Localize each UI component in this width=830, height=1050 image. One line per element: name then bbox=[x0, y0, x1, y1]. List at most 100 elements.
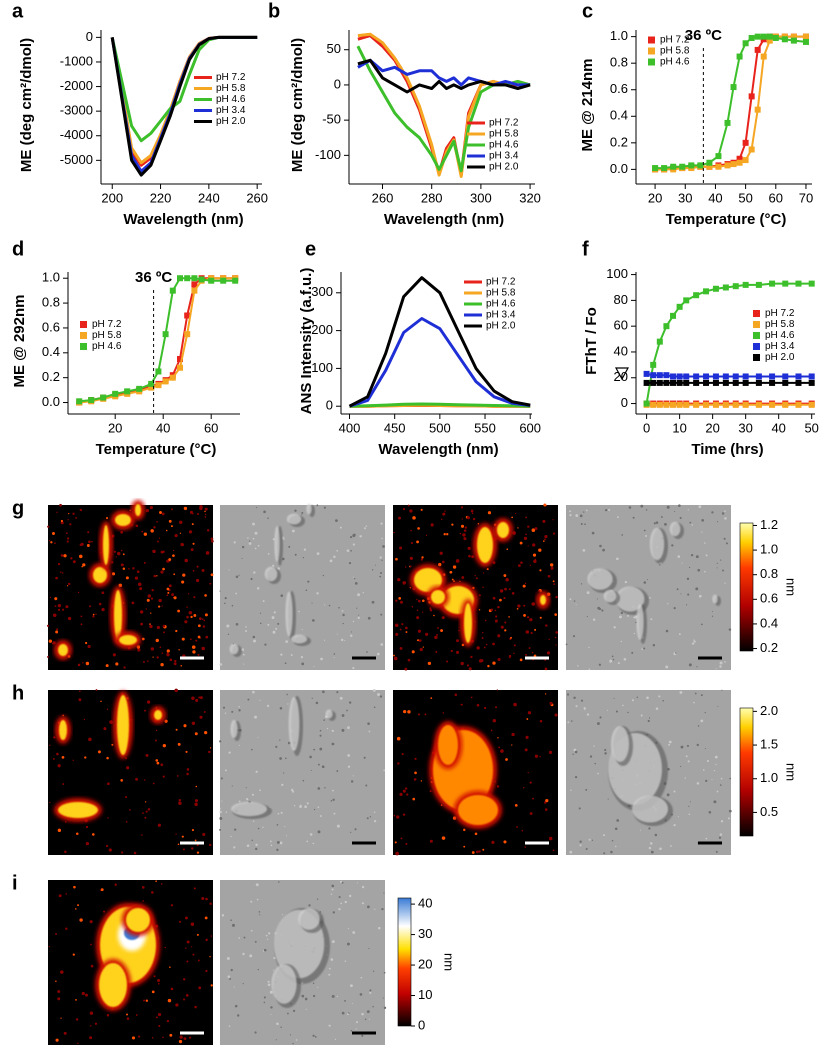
texture bbox=[279, 757, 282, 760]
texture bbox=[623, 657, 627, 661]
texture bbox=[631, 699, 634, 702]
texture bbox=[299, 805, 302, 809]
speck bbox=[174, 534, 178, 538]
speck bbox=[137, 648, 141, 652]
texture bbox=[573, 748, 577, 752]
speck bbox=[69, 523, 72, 526]
speck bbox=[193, 596, 195, 599]
speck bbox=[417, 629, 422, 633]
speck bbox=[446, 660, 449, 663]
marker bbox=[754, 33, 761, 40]
x-tick-label: 400 bbox=[339, 420, 361, 435]
texture bbox=[679, 516, 682, 520]
colorbar-tick-label: 1.0 bbox=[760, 770, 778, 785]
texture bbox=[599, 544, 602, 548]
marker bbox=[663, 401, 670, 408]
speck bbox=[196, 513, 200, 516]
feature bbox=[306, 503, 312, 515]
speck bbox=[405, 842, 408, 845]
texture bbox=[585, 847, 588, 850]
speck bbox=[137, 582, 142, 587]
speck bbox=[157, 540, 159, 543]
speck bbox=[416, 540, 419, 544]
texture bbox=[279, 739, 281, 741]
speck bbox=[454, 693, 458, 697]
speck bbox=[198, 696, 201, 699]
y-axis-label: ME (deg cm²/dmol) bbox=[18, 38, 35, 172]
colorbar-tick-label: 0.2 bbox=[760, 640, 778, 655]
speck bbox=[85, 661, 90, 666]
texture bbox=[305, 1008, 307, 1010]
texture bbox=[360, 976, 363, 979]
speck bbox=[155, 638, 159, 643]
x-axis-label: Time (hrs) bbox=[691, 441, 763, 458]
texture bbox=[659, 847, 662, 851]
y-tick-label: -5000 bbox=[60, 152, 93, 167]
speck bbox=[65, 893, 67, 895]
texture bbox=[648, 717, 651, 719]
texture bbox=[289, 1034, 291, 1036]
speck bbox=[394, 841, 397, 844]
texture bbox=[269, 840, 272, 843]
texture bbox=[377, 926, 381, 930]
texture bbox=[675, 652, 677, 654]
speck bbox=[210, 935, 213, 937]
texture bbox=[252, 522, 256, 526]
texture bbox=[369, 1018, 371, 1020]
x-axis-label: Wavelength (nm) bbox=[384, 211, 504, 228]
speck bbox=[185, 994, 189, 997]
amplitude-image bbox=[220, 880, 387, 1045]
texture bbox=[372, 689, 376, 692]
marker bbox=[232, 277, 239, 284]
speck bbox=[125, 576, 129, 580]
speck bbox=[452, 565, 457, 569]
texture bbox=[716, 567, 718, 569]
texture bbox=[304, 805, 307, 809]
texture bbox=[224, 769, 227, 772]
texture bbox=[281, 914, 284, 916]
texture bbox=[292, 1042, 294, 1045]
x-tick-label: 60 bbox=[204, 420, 218, 435]
texture bbox=[708, 810, 712, 814]
marker bbox=[755, 379, 762, 386]
colorbar bbox=[739, 707, 754, 837]
speck bbox=[191, 645, 196, 649]
speck bbox=[393, 814, 396, 817]
speck bbox=[146, 700, 151, 704]
speck bbox=[143, 532, 148, 536]
speck bbox=[410, 529, 412, 532]
texture bbox=[379, 556, 382, 559]
texture bbox=[711, 615, 714, 617]
marker bbox=[688, 162, 695, 169]
texture bbox=[340, 902, 343, 905]
speck bbox=[72, 759, 74, 762]
speck bbox=[152, 782, 155, 785]
texture bbox=[588, 668, 591, 671]
texture bbox=[317, 986, 319, 989]
texture bbox=[340, 638, 344, 642]
speck bbox=[151, 588, 154, 592]
speck bbox=[92, 613, 95, 616]
texture bbox=[319, 815, 322, 817]
blob bbox=[477, 527, 493, 563]
marker bbox=[754, 46, 761, 53]
speck bbox=[553, 532, 556, 535]
texture bbox=[338, 908, 341, 911]
texture bbox=[342, 613, 345, 617]
texture bbox=[374, 908, 376, 910]
texture bbox=[721, 689, 723, 691]
speck bbox=[161, 512, 165, 516]
marker bbox=[769, 401, 776, 408]
speck bbox=[508, 656, 511, 659]
speck bbox=[123, 666, 126, 669]
speck bbox=[204, 916, 208, 920]
colorbar-tick-label: 20 bbox=[418, 956, 432, 971]
speck bbox=[75, 998, 77, 1001]
marker bbox=[169, 287, 176, 294]
texture bbox=[259, 699, 261, 701]
x-tick-label: 240 bbox=[198, 190, 220, 205]
speck bbox=[77, 1042, 79, 1045]
x-tick-label: 70 bbox=[799, 190, 813, 205]
texture bbox=[273, 611, 276, 614]
speck bbox=[523, 614, 526, 617]
